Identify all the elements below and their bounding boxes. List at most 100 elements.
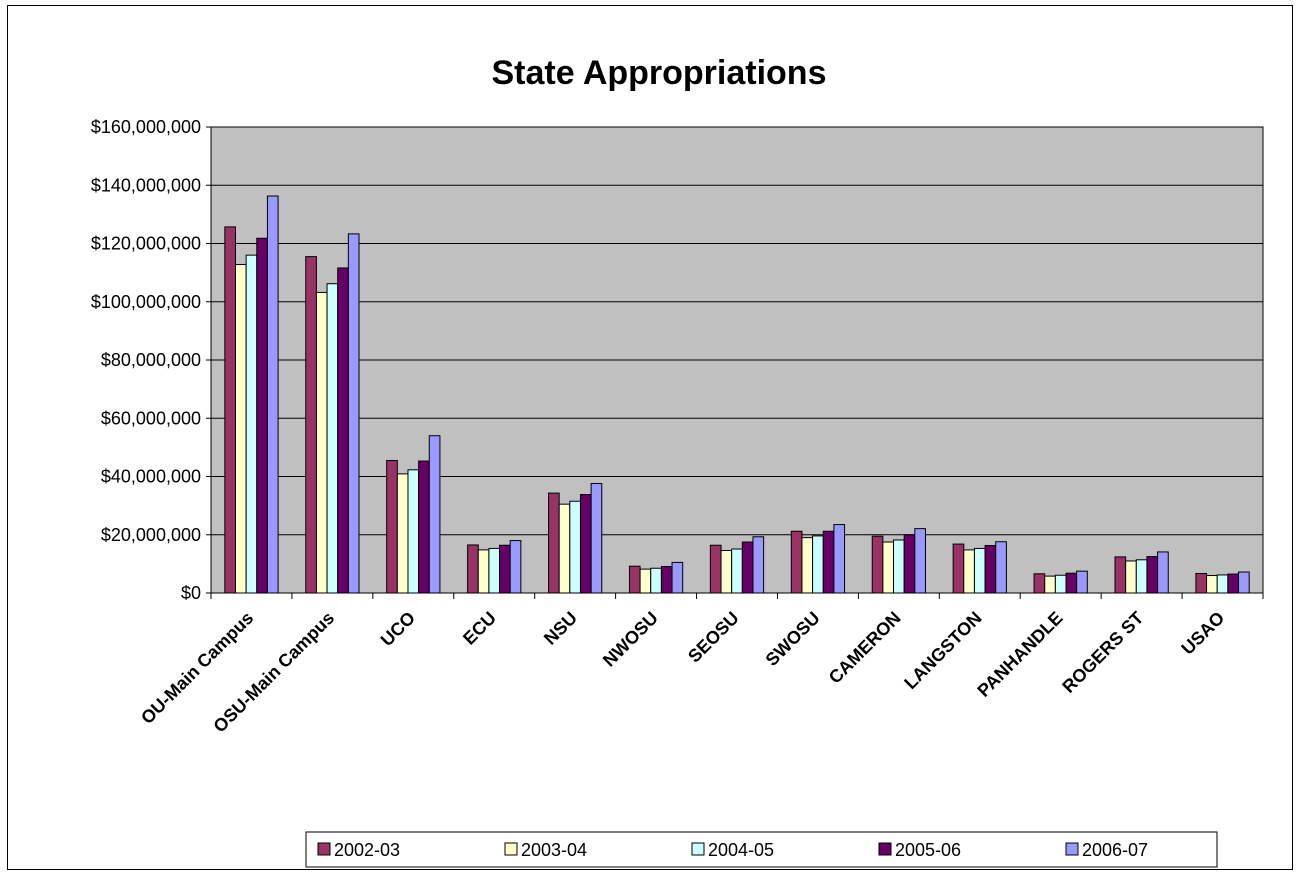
legend-label: 2003-04 [521,840,587,860]
chart-svg: State Appropriations $0 $20,000,000 $40,00… [91,54,1264,868]
y-tick-label: $160,000,000 [91,117,201,137]
bar [245,254,258,594]
bar [467,544,479,594]
x-tick-label: NSU [540,608,581,649]
bar [1114,556,1127,594]
bar [952,543,965,594]
y-tick-label: $20,000,000 [101,525,201,545]
legend-item: 2004-05 [691,840,774,860]
bar [660,565,673,594]
bar [790,530,803,594]
bar [224,226,236,594]
legend-label: 2006-07 [1082,840,1148,860]
y-tick-label: $40,000,000 [101,467,201,487]
x-tick-label: PANHANDLE [973,608,1066,701]
bar [995,541,1007,594]
x-tick-label: CAMERON [825,608,905,688]
bar [1157,551,1169,594]
y-tick-label: $60,000,000 [101,408,201,428]
bar [984,545,997,594]
bar [569,500,581,594]
bar [407,469,420,594]
bars [224,195,1250,594]
bar [741,541,754,594]
bar [1227,573,1240,594]
legend-label: 2004-05 [708,840,774,860]
bar [731,548,743,594]
bar [650,567,662,594]
legend-item: 2003-04 [504,840,587,860]
axes [206,126,1264,599]
legend-swatch [878,842,892,856]
legend-item: 2002-03 [317,840,400,860]
bar [558,503,571,594]
legend-item: 2005-06 [878,840,961,860]
legend-swatch [1065,842,1079,856]
bar [396,473,409,594]
bar [812,535,824,594]
chart-frame: State Appropriations $0 $20,000,000 $40,00… [7,5,1293,870]
bar [590,482,603,594]
y-tick-labels: $0 $20,000,000 $40,000,000 $60,000,000 $80,0… [91,117,201,603]
y-tick-label: $140,000,000 [91,175,201,195]
bar [1125,560,1137,594]
y-tick-label: $0 [181,583,201,603]
bar [709,544,722,594]
bar [1206,575,1218,594]
y-tick-label: $80,000,000 [101,350,201,370]
legend-label: 2002-03 [334,840,400,860]
legend-swatch [691,842,705,856]
x-tick-label: ECU [459,608,500,649]
bar [801,537,814,594]
legend-swatch [504,842,518,856]
bar [499,544,511,594]
bar [882,541,895,594]
bar [418,460,430,594]
bar [628,565,641,594]
bar [1238,571,1250,594]
bar [509,540,522,594]
bar [871,535,884,594]
bar [266,195,279,594]
bar [548,492,560,594]
bar [822,530,835,594]
legend-label: 2005-06 [895,840,961,860]
bar [1033,573,1046,594]
legend: 2002-03 2003-04 2004-05 2005-06 2006-07 [305,831,1218,868]
bar [579,494,592,594]
bar [1135,559,1148,594]
chart-title: State Appropriations [492,54,827,92]
x-tick-label: SWOSU [762,608,824,670]
bar [1076,570,1088,594]
bar [1054,574,1067,594]
legend-items: 2002-03 2003-04 2004-05 2005-06 2006-07 [317,840,1148,860]
legend-swatch [317,842,331,856]
bar [1195,572,1208,594]
bar [893,539,905,594]
bar [671,561,684,594]
bar [305,256,317,594]
bar [903,534,916,594]
bar [833,524,846,594]
bar [720,549,733,594]
y-tick-label: $120,000,000 [91,234,201,254]
bar [914,528,926,594]
bar [752,536,765,594]
bar [1146,556,1159,594]
bar [347,233,360,594]
bar [1065,572,1078,594]
bar [234,263,247,594]
bar [973,547,986,594]
bar [1044,575,1056,594]
bar [963,549,975,594]
bar [326,283,339,594]
y-tick-label: $100,000,000 [91,292,201,312]
x-tick-label: NWOSU [599,608,662,671]
bar [428,435,441,594]
bar [477,549,490,594]
x-tick-label: SEOSU [684,608,743,667]
legend-item: 2006-07 [1065,840,1148,860]
bar [1216,574,1229,594]
legend-box [305,831,1218,868]
